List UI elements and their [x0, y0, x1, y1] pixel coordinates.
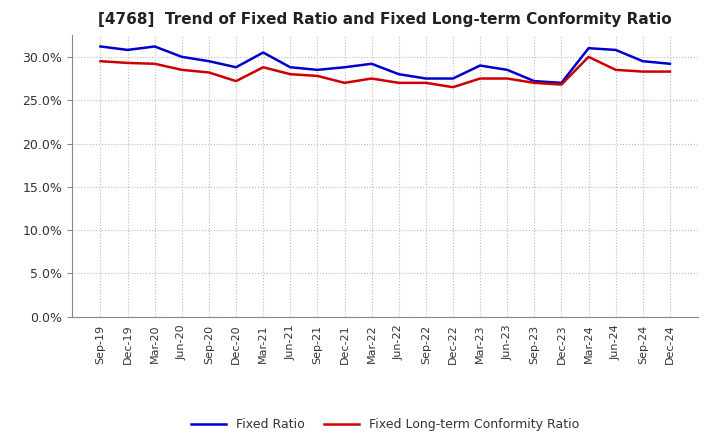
Fixed Ratio	[449, 76, 457, 81]
Fixed Long-term Conformity Ratio	[665, 69, 674, 74]
Fixed Long-term Conformity Ratio	[259, 65, 268, 70]
Fixed Ratio	[178, 54, 186, 59]
Fixed Long-term Conformity Ratio	[639, 69, 647, 74]
Fixed Ratio	[232, 65, 240, 70]
Fixed Long-term Conformity Ratio	[503, 76, 511, 81]
Fixed Long-term Conformity Ratio	[449, 84, 457, 90]
Fixed Long-term Conformity Ratio	[367, 76, 376, 81]
Fixed Long-term Conformity Ratio	[530, 80, 539, 85]
Title: [4768]  Trend of Fixed Ratio and Fixed Long-term Conformity Ratio: [4768] Trend of Fixed Ratio and Fixed Lo…	[99, 12, 672, 27]
Fixed Long-term Conformity Ratio	[286, 72, 294, 77]
Fixed Ratio	[150, 44, 159, 49]
Line: Fixed Ratio: Fixed Ratio	[101, 47, 670, 83]
Fixed Long-term Conformity Ratio	[341, 80, 349, 85]
Fixed Long-term Conformity Ratio	[557, 82, 566, 87]
Line: Fixed Long-term Conformity Ratio: Fixed Long-term Conformity Ratio	[101, 57, 670, 87]
Fixed Ratio	[611, 47, 620, 52]
Fixed Long-term Conformity Ratio	[150, 61, 159, 66]
Fixed Long-term Conformity Ratio	[123, 60, 132, 66]
Fixed Long-term Conformity Ratio	[204, 70, 213, 75]
Fixed Ratio	[584, 46, 593, 51]
Fixed Long-term Conformity Ratio	[395, 80, 403, 85]
Fixed Ratio	[530, 78, 539, 84]
Fixed Long-term Conformity Ratio	[611, 67, 620, 73]
Fixed Long-term Conformity Ratio	[584, 54, 593, 59]
Fixed Ratio	[123, 47, 132, 52]
Fixed Ratio	[341, 65, 349, 70]
Fixed Ratio	[665, 61, 674, 66]
Fixed Ratio	[395, 72, 403, 77]
Fixed Ratio	[313, 67, 322, 73]
Fixed Ratio	[286, 65, 294, 70]
Fixed Long-term Conformity Ratio	[313, 73, 322, 79]
Fixed Long-term Conformity Ratio	[96, 59, 105, 64]
Fixed Ratio	[259, 50, 268, 55]
Fixed Ratio	[476, 63, 485, 68]
Fixed Ratio	[367, 61, 376, 66]
Fixed Ratio	[96, 44, 105, 49]
Fixed Ratio	[204, 59, 213, 64]
Fixed Long-term Conformity Ratio	[421, 80, 430, 85]
Fixed Long-term Conformity Ratio	[232, 78, 240, 84]
Fixed Ratio	[503, 67, 511, 73]
Fixed Ratio	[639, 59, 647, 64]
Fixed Long-term Conformity Ratio	[178, 67, 186, 73]
Fixed Ratio	[421, 76, 430, 81]
Fixed Ratio	[557, 80, 566, 85]
Legend: Fixed Ratio, Fixed Long-term Conformity Ratio: Fixed Ratio, Fixed Long-term Conformity …	[186, 413, 584, 436]
Fixed Long-term Conformity Ratio	[476, 76, 485, 81]
